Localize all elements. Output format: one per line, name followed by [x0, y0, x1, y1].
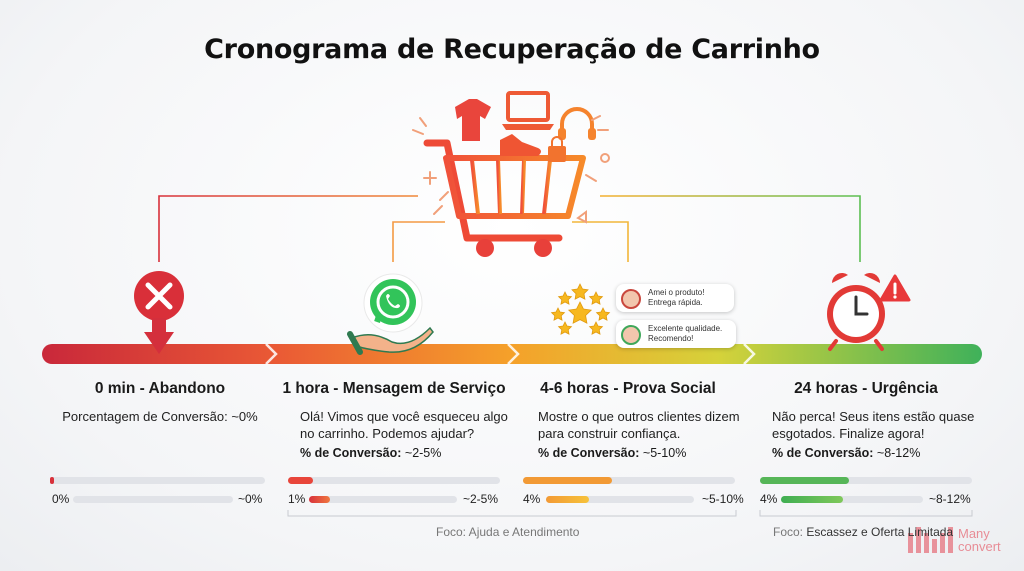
conversion-label: % de Conversão: — [538, 446, 640, 460]
conversion-value: ~2-5% — [401, 446, 442, 460]
stage-subtitle: Porcentagem de Conversão: ~0% — [62, 409, 258, 424]
stage-text: Não perca! Seus itens estão quase esgota… — [772, 409, 975, 441]
conversion-value: ~5-10% — [639, 446, 687, 460]
reviewer-avatar-icon — [621, 289, 641, 309]
review-text: Excelente qualidade. Recomendo! — [648, 324, 723, 343]
range-end-label: ~0% — [238, 492, 263, 506]
range-start-label: 4% — [760, 492, 778, 506]
review-bubble: Excelente qualidade. Recomendo! — [616, 320, 736, 348]
whatsapp-icon — [347, 273, 434, 355]
stage-heading: 4-6 horas - Prova Social — [540, 380, 716, 397]
progress-track-top — [523, 477, 735, 484]
page-title: Cronograma de Recuperação de Carrinho — [204, 34, 820, 65]
stage-heading: 0 min - Abandono — [94, 380, 226, 397]
stage-text: Olá! Vimos que você esqueceu algo no car… — [300, 409, 508, 441]
brand-line-2: convert — [958, 539, 1001, 554]
focus-caption-left: Foco: Ajuda e Atendimento — [436, 525, 580, 539]
stage-heading: 1 hora - Mensagem de Serviço — [282, 380, 506, 397]
range-fill — [781, 496, 844, 503]
range-track — [546, 496, 694, 503]
timeline-bar — [42, 343, 982, 365]
stage-heading: 24 horas - Urgência — [794, 380, 938, 397]
range-track — [73, 496, 233, 503]
conversion-label: % de Conversão: — [772, 446, 874, 460]
progress-fill — [288, 477, 314, 484]
connector-lines — [158, 195, 861, 262]
stage-mensagem: 1 hora - Mensagem de Serviço Olá! Vimos … — [278, 380, 510, 460]
progress-track-top — [50, 477, 265, 484]
alarm-clock-icon — [827, 273, 911, 351]
progress-fill — [760, 477, 850, 484]
review-bubble: Amei o produto! Entrega rápida. — [616, 284, 734, 312]
conversion-value: ~8-12% — [873, 446, 921, 460]
brand-logo-icon — [908, 527, 953, 553]
range-end-label: ~2-5% — [463, 492, 499, 506]
focus-caption-right: Foco: Escassez e Oferta Limitada — [773, 525, 953, 539]
stage-abandono: 0 min - Abandono Porcentagem de Conversã… — [44, 380, 276, 425]
progress-track-top — [288, 477, 500, 484]
conversion-line: % de Conversão: ~2-5% — [278, 446, 510, 460]
stage-text: Mostre o que outros clientes dizem para … — [538, 409, 740, 441]
focus-text: Escassez e Oferta Limitada — [806, 525, 954, 539]
stage-prova-social: 4-6 horas - Prova Social Mostre o que ou… — [512, 380, 744, 460]
progress-fill — [523, 477, 613, 484]
shopping-cart-icon — [412, 91, 610, 257]
range-start-label: 4% — [523, 492, 541, 506]
range-start-label: 0% — [52, 492, 70, 506]
range-end-label: ~8-12% — [929, 492, 971, 506]
reviewer-avatar-icon — [621, 325, 641, 345]
brand-logo-text: Many convert — [958, 527, 1001, 553]
conversion-line: % de Conversão: ~5-10% — [512, 446, 744, 460]
range-fill — [309, 496, 330, 503]
progress-track-top — [760, 477, 972, 484]
conversion-line: % de Conversão: ~8-12% — [750, 446, 982, 460]
stage-urgencia: 24 horas - Urgência Não perca! Seus iten… — [750, 380, 982, 460]
brand-line-1: Many — [958, 526, 990, 541]
stars-icon — [550, 283, 611, 335]
conversion-label: % de Conversão: — [300, 446, 402, 460]
focus-prefix: Foco: — [773, 525, 807, 539]
range-start-label: 1% — [288, 492, 306, 506]
range-end-label: ~5-10% — [702, 492, 744, 506]
range-fill — [546, 496, 589, 503]
progress-fill — [50, 477, 55, 484]
range-track — [781, 496, 923, 503]
error-x-icon — [134, 271, 184, 354]
review-text: Amei o produto! Entrega rápida. — [648, 288, 705, 307]
range-track — [309, 496, 457, 503]
